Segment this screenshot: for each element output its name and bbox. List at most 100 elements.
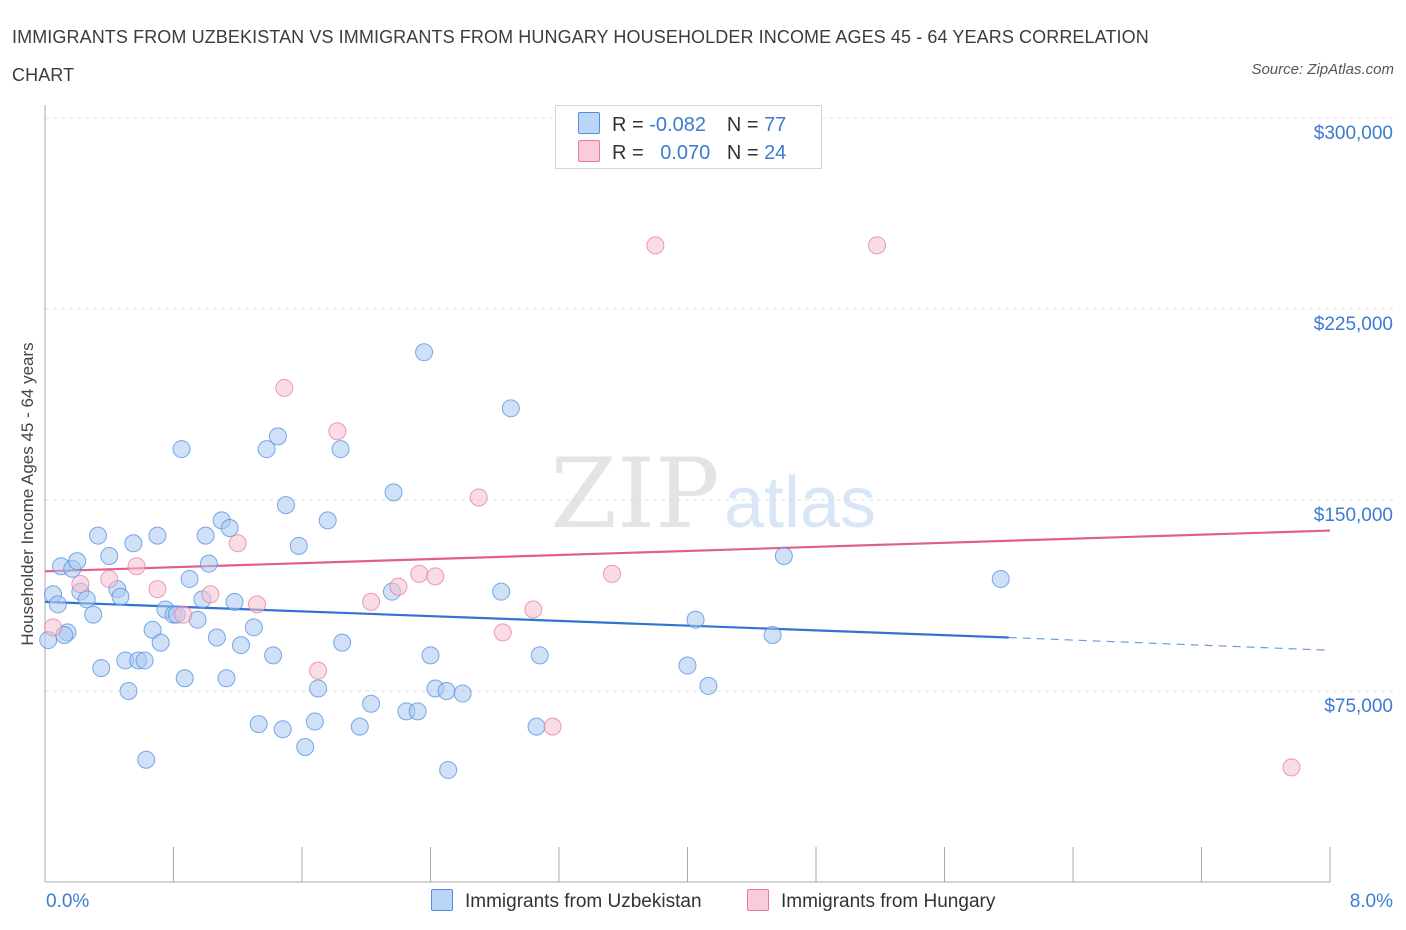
data-point-uzbekistan xyxy=(180,569,199,588)
data-point-uzbekistan xyxy=(111,587,130,606)
data-point-uzbekistan xyxy=(408,702,427,721)
data-point-uzbekistan xyxy=(289,536,308,555)
data-point-uzbekistan xyxy=(231,636,250,655)
data-point-hungary xyxy=(309,661,328,680)
data-point-uzbekistan xyxy=(384,483,403,502)
data-point-uzbekistan xyxy=(530,646,549,665)
trend-lines xyxy=(44,529,1331,651)
r-value-uzbekistan: -0.082 xyxy=(649,114,706,136)
data-point-uzbekistan xyxy=(333,633,352,652)
x-tick-max: 8.0% xyxy=(1349,891,1393,912)
data-point-uzbekistan xyxy=(89,526,108,545)
data-point-uzbekistan xyxy=(48,595,67,614)
data-point-hungary xyxy=(100,569,119,588)
trend-line-uzbekistan-extension xyxy=(1008,636,1331,651)
y-tick-label: $75,000 xyxy=(1324,696,1393,717)
n-label: N = xyxy=(726,114,759,136)
data-point-hungary xyxy=(174,605,193,624)
data-point-hungary xyxy=(410,564,429,583)
watermark: ZIP atlas xyxy=(550,438,876,550)
data-point-uzbekistan xyxy=(273,720,292,739)
r-label: R = xyxy=(612,142,644,164)
legend-swatch-blue xyxy=(578,112,600,134)
data-point-hungary xyxy=(248,595,267,614)
legend-swatch-pink xyxy=(578,140,600,162)
data-point-uzbekistan xyxy=(439,760,458,779)
data-point-uzbekistan xyxy=(331,440,350,459)
data-point-uzbekistan xyxy=(196,526,215,545)
n-value-uzbekistan: 77 xyxy=(764,114,787,136)
data-point-uzbekistan xyxy=(421,646,440,665)
data-point-uzbekistan xyxy=(296,738,315,757)
data-point-uzbekistan xyxy=(309,679,328,698)
data-point-uzbekistan xyxy=(492,582,511,601)
data-point-uzbekistan xyxy=(774,547,793,566)
data-point-uzbekistan xyxy=(220,519,239,538)
data-point-uzbekistan xyxy=(175,669,194,688)
legend-swatch-blue xyxy=(431,889,453,911)
data-point-hungary xyxy=(127,557,146,576)
legend-swatch-pink xyxy=(747,889,769,911)
data-point-uzbekistan xyxy=(415,343,434,362)
data-point-hungary xyxy=(524,600,543,619)
data-point-hungary xyxy=(493,623,512,642)
watermark-atlas: atlas xyxy=(724,463,876,543)
data-point-uzbekistan xyxy=(225,592,244,611)
data-point-hungary xyxy=(362,592,381,611)
trend-line-hungary xyxy=(44,529,1331,573)
data-point-hungary xyxy=(646,236,665,255)
legend-row-hungary: R = 0.070 N = 24 xyxy=(578,140,786,166)
data-points xyxy=(39,236,1301,779)
data-point-hungary xyxy=(868,236,887,255)
source-label: Source: ZipAtlas.com xyxy=(1251,61,1394,78)
watermark-zip: ZIP xyxy=(550,438,719,550)
data-point-uzbekistan xyxy=(268,427,287,446)
grid-lines xyxy=(45,117,1395,692)
data-point-uzbekistan xyxy=(68,552,87,571)
data-point-uzbekistan xyxy=(207,628,226,647)
data-point-uzbekistan xyxy=(257,440,276,459)
data-point-uzbekistan xyxy=(151,633,170,652)
data-point-hungary xyxy=(44,618,63,637)
data-point-uzbekistan xyxy=(100,547,119,566)
data-point-hungary xyxy=(148,580,167,599)
data-point-hungary xyxy=(228,534,247,553)
data-point-uzbekistan xyxy=(249,715,268,734)
data-point-uzbekistan xyxy=(92,659,111,678)
y-tick-label: $150,000 xyxy=(1313,505,1393,526)
data-point-uzbekistan xyxy=(137,750,156,769)
data-point-uzbekistan xyxy=(686,610,705,629)
trend-line-uzbekistan xyxy=(44,600,1009,639)
chart-title: IMMIGRANTS FROM UZBEKISTAN VS IMMIGRANTS… xyxy=(12,27,1149,85)
legend-item-hungary: Immigrants from Hungary xyxy=(747,889,995,913)
y-tick-label: $225,000 xyxy=(1313,314,1393,335)
legend-item-uzbekistan: Immigrants from Uzbekistan xyxy=(431,889,702,913)
correlation-legend: R = -0.082 N = 77 R = 0.070 N = 24 xyxy=(555,105,822,169)
data-point-uzbekistan xyxy=(437,682,456,700)
data-point-hungary xyxy=(469,488,488,507)
data-point-uzbekistan xyxy=(501,399,520,418)
data-point-uzbekistan xyxy=(148,526,167,545)
data-point-uzbekistan xyxy=(305,712,324,731)
data-point-hungary xyxy=(1282,758,1301,777)
legend-label-hungary: Immigrants from Hungary xyxy=(781,891,996,912)
data-point-uzbekistan xyxy=(119,682,138,700)
legend-label-uzbekistan: Immigrants from Uzbekistan xyxy=(465,891,702,912)
legend-row-uzbekistan: R = -0.082 N = 77 xyxy=(578,112,786,138)
data-point-uzbekistan xyxy=(362,694,381,713)
data-point-hungary xyxy=(275,378,294,397)
data-point-hungary xyxy=(389,577,408,596)
r-value-hungary: 0.070 xyxy=(660,142,711,164)
data-point-hungary xyxy=(71,575,90,594)
data-point-uzbekistan xyxy=(318,511,337,530)
data-point-uzbekistan xyxy=(264,646,283,665)
n-label: N = xyxy=(726,142,759,164)
y-tick-label: $300,000 xyxy=(1313,123,1393,144)
data-point-uzbekistan xyxy=(527,717,546,736)
data-point-hungary xyxy=(328,422,347,441)
n-value-hungary: 24 xyxy=(764,142,787,164)
data-point-uzbekistan xyxy=(199,554,218,573)
axes xyxy=(44,105,1331,883)
data-point-hungary xyxy=(426,567,445,586)
